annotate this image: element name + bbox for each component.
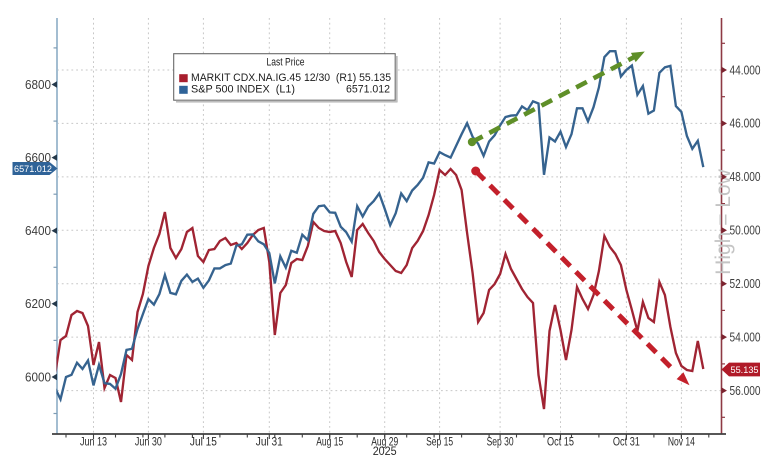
- svg-text:48.000: 48.000: [730, 170, 761, 184]
- svg-text:6571.012: 6571.012: [14, 164, 52, 175]
- svg-text:54.000: 54.000: [730, 330, 761, 344]
- svg-text:6000: 6000: [25, 370, 51, 384]
- svg-text:56.000: 56.000: [730, 384, 761, 398]
- svg-text:6800: 6800: [25, 78, 51, 92]
- svg-text:Sep 15: Sep 15: [426, 435, 453, 449]
- svg-text:Jul 15: Jul 15: [190, 435, 217, 449]
- svg-text:6200: 6200: [25, 297, 51, 311]
- svg-text:Jun 30: Jun 30: [135, 435, 162, 449]
- svg-text:50.000: 50.000: [730, 224, 761, 238]
- svg-text:Jun 13: Jun 13: [80, 435, 107, 449]
- svg-text:44.000: 44.000: [730, 63, 761, 77]
- svg-text:Aug 29: Aug 29: [371, 435, 398, 449]
- svg-text:Oct 31: Oct 31: [613, 435, 640, 449]
- svg-text:55.135: 55.135: [731, 365, 759, 376]
- svg-text:MARKIT CDX.NA.IG.45 12/30 (R1: MARKIT CDX.NA.IG.45 12/30 (R1) 55.135: [191, 72, 391, 84]
- svg-text:Jul 31: Jul 31: [256, 435, 283, 449]
- svg-text:High = Low: High = Low: [712, 168, 735, 274]
- svg-text:46.000: 46.000: [730, 117, 761, 131]
- svg-text:Oct 15: Oct 15: [547, 435, 574, 449]
- svg-text:2025: 2025: [373, 444, 397, 458]
- svg-text:6600: 6600: [25, 151, 51, 165]
- svg-text:Nov 14: Nov 14: [668, 435, 695, 449]
- svg-text:S&P 500 INDEX (L1): S&P 500 INDEX (L1): [191, 84, 295, 96]
- svg-text:6400: 6400: [25, 224, 51, 238]
- svg-text:Sep 30: Sep 30: [487, 435, 514, 449]
- svg-text:52.000: 52.000: [730, 277, 761, 291]
- svg-text:Aug 15: Aug 15: [316, 435, 343, 449]
- svg-text:Last Price: Last Price: [267, 57, 305, 69]
- svg-text:6571.012: 6571.012: [346, 84, 390, 96]
